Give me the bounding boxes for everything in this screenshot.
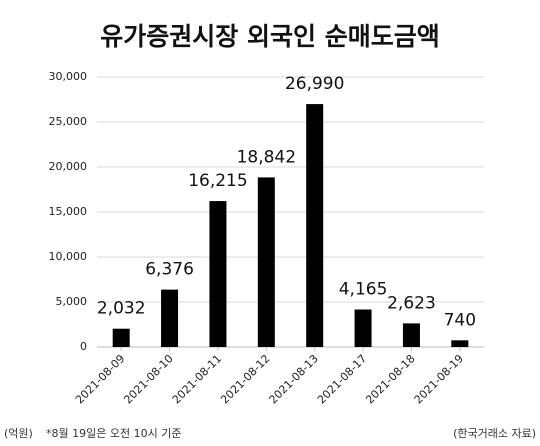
value-label: 16,215 — [188, 171, 247, 191]
bar — [161, 289, 179, 347]
value-label: 4,165 — [339, 280, 388, 300]
bar — [112, 328, 130, 347]
y-tick-label: 5,000 — [56, 295, 88, 308]
bar — [257, 177, 275, 347]
y-tick-label: 15,000 — [49, 205, 88, 218]
chart-title: 유가증권시장 외국인 순매도금액 — [100, 22, 439, 51]
y-tick-label: 20,000 — [49, 160, 88, 173]
value-label: 6,376 — [145, 260, 194, 280]
y-tick-label: 25,000 — [49, 115, 88, 128]
value-label: 2,032 — [97, 299, 146, 319]
bar — [402, 323, 420, 347]
source: (한국거래소 자료) — [453, 427, 536, 440]
bar — [354, 309, 372, 347]
bar — [451, 340, 469, 347]
y-tick-label: 10,000 — [49, 250, 88, 263]
value-label: 26,990 — [285, 74, 344, 94]
note: *8월 19일은 오전 10시 기준 — [46, 426, 181, 440]
value-label: 740 — [444, 310, 476, 330]
value-label: 2,623 — [387, 293, 436, 313]
bar — [209, 201, 227, 347]
y-tick-label: 0 — [80, 340, 87, 353]
bar — [306, 104, 324, 347]
value-label: 18,842 — [237, 147, 296, 167]
unit: (억원) — [4, 427, 33, 440]
y-tick-label: 30,000 — [49, 70, 88, 83]
